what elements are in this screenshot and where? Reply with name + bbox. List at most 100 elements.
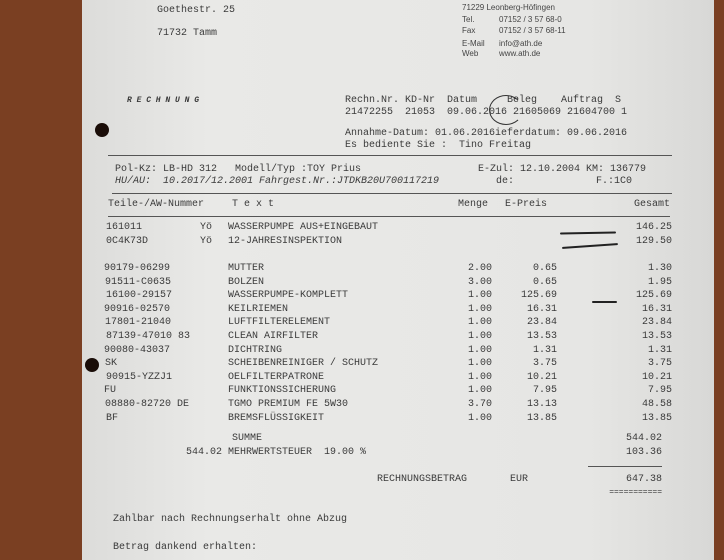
item-part: 90179-06299 [104, 263, 171, 274]
tel: 07152 / 3 57 68-0 [499, 15, 562, 24]
labor-part: 161011 [106, 222, 143, 233]
payment-terms: Zahlbar nach Rechnungserhalt ohne Abzug [113, 514, 348, 525]
labor-total: 129.50 [635, 235, 672, 247]
item-qty: 3.70 [467, 399, 492, 410]
item-total: 1.95 [647, 276, 672, 288]
item-text: BREMSFLÜSSIGKEIT [228, 412, 325, 424]
item-text: SCHEIBENREINIGER / SCHUTZ [228, 358, 379, 370]
tel-label: Tel. [462, 15, 475, 24]
item-total: 13.53 [641, 331, 672, 342]
item-total: 125.69 [635, 290, 672, 302]
item-text: TGMO PREMIUM FE 5W30 [228, 399, 349, 410]
web: www.ath.de [499, 49, 541, 58]
fax-label: Fax [462, 26, 476, 35]
item-qty: 1.00 [467, 371, 492, 383]
item-total: 16.31 [641, 303, 672, 315]
item-text: CLEAN AIRFILTER [228, 331, 319, 342]
meta-header: Rechn.Nr. KD-Nr Datum Beleg Auftrag S [345, 95, 622, 106]
item-text: LUFTFILTERELEMENT [228, 317, 331, 329]
item-text: KEILRIEMEN [228, 303, 289, 315]
item-qty: 1.00 [467, 317, 492, 329]
item-qty: 1.00 [467, 290, 492, 302]
item-total: 1.31 [647, 344, 672, 356]
col-qty: Menge [458, 199, 489, 210]
divider [108, 216, 670, 217]
item-total: 23.84 [641, 317, 672, 329]
item-qty: 2.00 [467, 263, 492, 274]
received-note: Betrag dankend erhalten: [113, 542, 258, 553]
summe-label: SUMME [232, 433, 263, 444]
item-price: 13.13 [526, 399, 557, 410]
item-part: 16100-29157 [106, 290, 173, 302]
item-qty: 1.00 [467, 331, 492, 342]
punch-hole [85, 358, 99, 372]
email: info@ath.de [499, 39, 543, 48]
item-part: SK [105, 358, 118, 370]
item-price: 23.84 [526, 317, 557, 329]
item-qty: 1.00 [467, 344, 492, 356]
divider [112, 193, 672, 194]
punch-hole [95, 123, 109, 137]
betrag-label: RECHNUNGSBETRAG [377, 474, 468, 485]
item-price: 1.31 [532, 344, 557, 356]
item-part: 91511-C0635 [105, 276, 172, 288]
divider [108, 155, 672, 156]
item-total: 7.95 [647, 385, 672, 397]
item-qty: 1.00 [467, 385, 492, 397]
email-label: E-Mail [462, 39, 485, 48]
item-part: FU [104, 385, 117, 397]
labor-code: Yö [200, 235, 213, 247]
fax: 07152 / 3 57 68-11 [499, 26, 566, 35]
mwst-label: 544.02 MEHRWERTSTEUER 19.00 % [186, 447, 367, 458]
web-label: Web [462, 49, 479, 58]
currency: EUR [510, 474, 529, 485]
item-part: BF [106, 412, 119, 424]
item-qty: 1.00 [467, 412, 492, 424]
item-total: 3.75 [647, 358, 672, 370]
item-price: 16.31 [526, 303, 557, 315]
item-text: FUNKTIONSSICHERUNG [228, 385, 337, 397]
customer-street: Goethestr. 25 [157, 5, 236, 16]
labor-text: WASSERPUMPE AUS+EINGEBAUT [228, 222, 379, 233]
item-part: 90916-02570 [104, 303, 171, 315]
vehicle-line1b: E-Zul: 12.10.2004 KM: 136779 [478, 164, 647, 175]
item-part: 90080-43037 [104, 344, 171, 356]
vehicle-line1: Pol-Kz: LB-HD 312 Modell/Typ :TOY Prius [115, 164, 362, 175]
bediener: Es bediente Sie : Tino Freitag [345, 140, 532, 151]
customer-city: 71732 Tamm [157, 28, 218, 39]
item-price: 13.53 [526, 331, 557, 342]
item-total: 13.85 [641, 412, 672, 424]
vehicle-de: de: [496, 176, 515, 187]
meta-values: 21472255 21053 09.06.2016 21605069 21604… [345, 107, 628, 118]
item-text: DICHTRING [228, 344, 283, 356]
labor-code: Yö [200, 222, 213, 233]
item-total: 10.21 [641, 371, 672, 383]
vehicle-f: F.:1C0 [596, 176, 633, 187]
item-price: 10.21 [526, 371, 557, 383]
pen-mark [592, 301, 617, 303]
labor-part: 0C4K73D [106, 235, 149, 247]
col-price: E-Preis [505, 199, 548, 210]
vehicle-line2: HU/AU: 10.2017/12.2001 Fahrgest.Nr.:JTDK… [115, 176, 440, 187]
double-underline: =========== [609, 488, 662, 497]
labor-text: 12-JAHRESINSPEKTION [228, 235, 343, 247]
item-part: 87139-47010 83 [106, 331, 191, 342]
item-price: 0.65 [532, 276, 557, 288]
item-text: OELFILTERPATRONE [228, 371, 325, 383]
item-text: MUTTER [228, 263, 265, 274]
pen-circle [489, 95, 523, 125]
item-price: 0.65 [532, 263, 557, 274]
item-part: 90915-YZZJ1 [106, 371, 173, 383]
rechnungsbetrag: 647.38 [625, 474, 662, 485]
company-city: 71229 Leonberg-Höfingen [462, 3, 555, 12]
item-qty: 1.00 [467, 303, 492, 315]
divider [588, 466, 662, 467]
item-price: 7.95 [532, 385, 557, 397]
item-price: 3.75 [532, 358, 557, 370]
doc-title: R E C H N U N G [127, 96, 200, 105]
annahme-datum: Annahme-Datum: 01.06.2016ieferdatum: 09.… [345, 128, 628, 139]
item-part: 08880-82720 DE [105, 399, 190, 410]
item-text: BOLZEN [228, 276, 265, 288]
item-price: 125.69 [520, 290, 557, 302]
item-total: 48.58 [641, 399, 672, 410]
